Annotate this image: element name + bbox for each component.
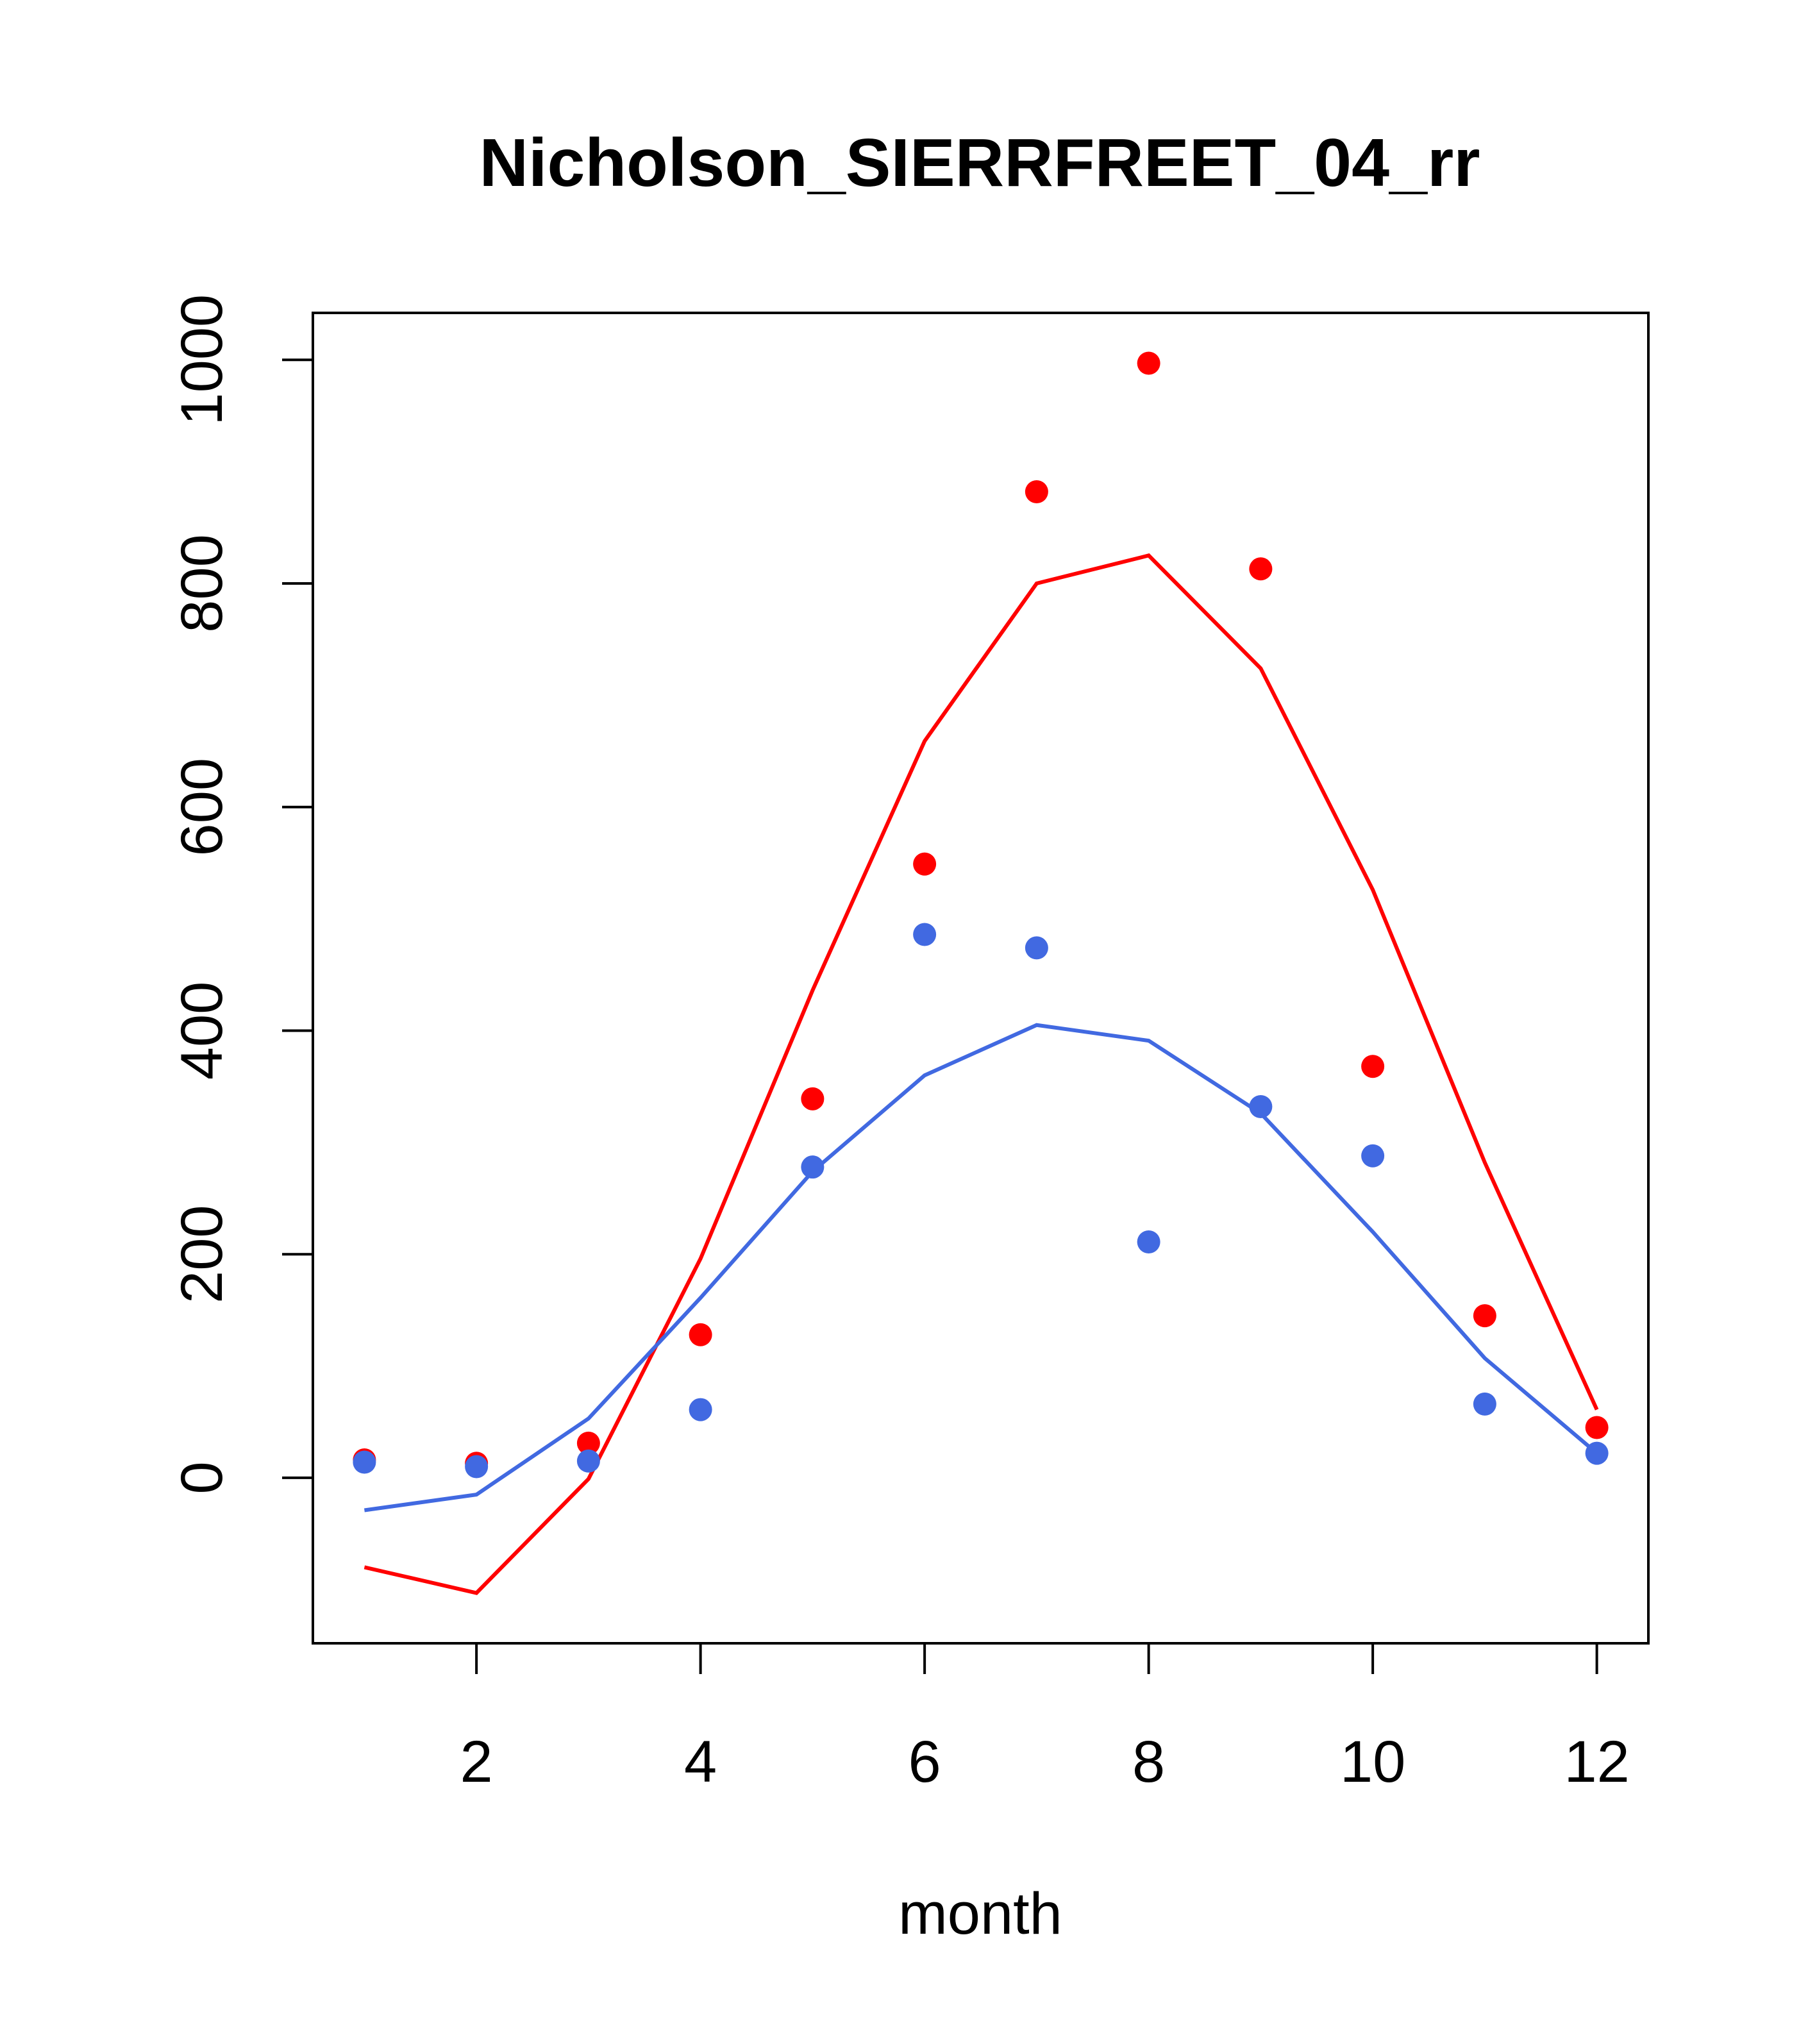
red-line-series — [364, 553, 1599, 1595]
y-axis: 0 200 400 600 800 1000 — [169, 294, 314, 1495]
red-points-marker — [913, 852, 937, 876]
blue-points-marker — [1137, 1230, 1160, 1254]
red-points-marker — [1249, 557, 1273, 581]
blue-line-series — [364, 1023, 1598, 1512]
blue-points-marker — [1249, 1095, 1273, 1119]
series-lines — [364, 553, 1599, 1595]
red-points-marker — [576, 1431, 600, 1455]
x-axis-label: month — [898, 1881, 1062, 1947]
red-points-marker — [1585, 1416, 1609, 1439]
chart-title: Nicholson_SIERRFREET_04_rr — [479, 125, 1480, 201]
plot-frame — [312, 312, 1650, 1645]
blue-points-marker — [576, 1449, 600, 1473]
red-points-marker — [1137, 351, 1160, 375]
blue-points-marker — [801, 1155, 825, 1179]
y-tick-label: 800 — [169, 534, 235, 633]
red-points-marker — [1361, 1055, 1385, 1078]
blue-points-marker — [465, 1455, 489, 1479]
series-points — [353, 351, 1609, 1479]
blue-points-marker — [353, 1450, 376, 1474]
x-tick-label: 4 — [684, 1729, 717, 1795]
red-points-marker — [1025, 480, 1048, 503]
blue-points-marker — [913, 923, 937, 946]
blue-points-marker — [1361, 1144, 1385, 1168]
blue-points-marker — [1025, 936, 1048, 960]
blue-points-marker — [689, 1398, 712, 1421]
red-points-marker — [689, 1323, 712, 1346]
x-tick-label: 2 — [460, 1729, 493, 1795]
red-points-marker — [1473, 1304, 1496, 1328]
y-tick-label: 0 — [169, 1461, 235, 1494]
y-tick-label: 400 — [169, 982, 235, 1080]
y-tick-label: 600 — [169, 758, 235, 857]
x-axis: 2 4 6 8 10 12 — [460, 1642, 1630, 1795]
x-tick-label: 12 — [1564, 1729, 1629, 1795]
y-tick-label: 1000 — [169, 294, 235, 426]
blue-points-marker — [1473, 1392, 1496, 1416]
x-tick-label: 6 — [908, 1729, 941, 1795]
red-points-marker — [801, 1087, 825, 1110]
y-tick-label: 200 — [169, 1205, 235, 1303]
x-tick-label: 8 — [1132, 1729, 1165, 1795]
x-tick-label: 10 — [1340, 1729, 1405, 1795]
blue-points-marker — [1585, 1441, 1609, 1465]
